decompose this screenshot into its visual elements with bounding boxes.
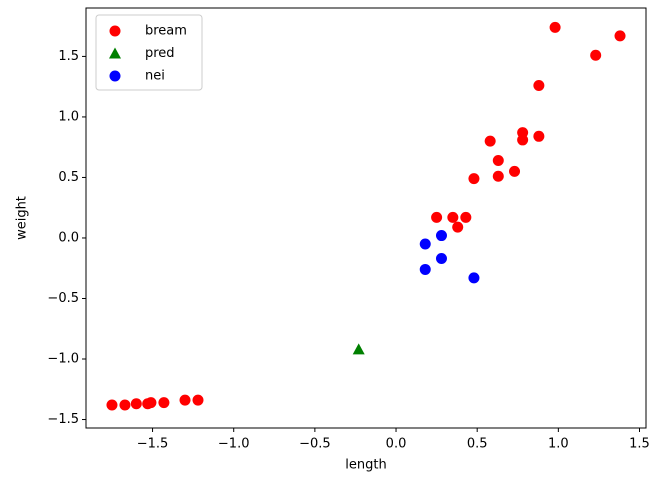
- marker-circle: [431, 211, 443, 223]
- marker-circle: [119, 399, 131, 411]
- legend-box: [95, 14, 203, 91]
- x-tick-label: 0.5: [467, 437, 488, 452]
- y-tick-label: −0.5: [47, 291, 79, 306]
- legend-marker: [109, 25, 121, 37]
- marker-circle: [460, 211, 472, 223]
- legend-marker: [109, 70, 121, 82]
- marker-circle: [447, 211, 459, 223]
- marker-circle: [549, 21, 561, 33]
- y-tick-label: 0.5: [58, 170, 79, 185]
- x-tick-label: 1.5: [629, 437, 650, 452]
- marker-triangle: [352, 343, 365, 355]
- marker-circle: [533, 79, 545, 91]
- x-tick-label: 0.0: [386, 437, 407, 452]
- x-tick-label: 1.0: [548, 437, 569, 452]
- marker-circle: [435, 253, 447, 265]
- marker-circle: [468, 173, 480, 185]
- marker-circle: [435, 230, 447, 242]
- x-tick-label: −0.5: [299, 437, 331, 452]
- marker-circle: [419, 238, 431, 250]
- marker-circle: [419, 263, 431, 275]
- marker-circle: [192, 394, 204, 406]
- x-axis-label: length: [345, 458, 386, 473]
- marker-circle: [179, 394, 191, 406]
- marker-circle: [484, 135, 496, 147]
- y-tick-label: −1.5: [47, 412, 79, 427]
- marker-circle: [533, 130, 545, 142]
- x-tick-label: −1.0: [218, 437, 250, 452]
- marker-circle: [492, 155, 504, 167]
- marker-circle: [158, 397, 170, 409]
- x-tick-label: −1.5: [137, 437, 169, 452]
- plot-frame: [85, 7, 647, 429]
- marker-circle: [145, 397, 157, 409]
- marker-circle: [492, 170, 504, 182]
- y-tick-label: 1.5: [58, 49, 79, 64]
- y-tick-label: −1.0: [47, 352, 79, 367]
- legend-label: bream: [145, 24, 187, 39]
- legend-marker: [109, 47, 121, 59]
- marker-circle: [509, 165, 521, 177]
- marker-circle: [452, 221, 464, 233]
- legend-label: pred: [145, 46, 175, 61]
- marker-circle: [468, 272, 480, 284]
- marker-circle: [517, 134, 529, 146]
- y-axis-label: weight: [15, 196, 30, 240]
- marker-circle: [590, 49, 602, 61]
- marker-circle: [130, 398, 142, 410]
- y-tick-label: 0.0: [58, 230, 79, 245]
- marker-circle: [106, 399, 118, 411]
- y-tick-label: 1.0: [58, 109, 79, 124]
- marker-circle: [614, 30, 626, 42]
- legend-label: nei: [145, 69, 165, 84]
